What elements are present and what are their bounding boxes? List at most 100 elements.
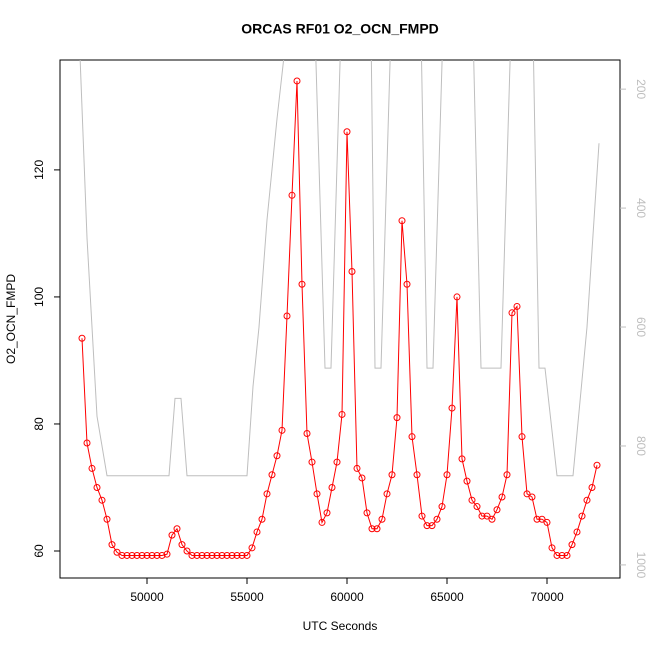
data-point [98,496,106,504]
data-point [198,551,206,559]
data-point [388,471,396,479]
data-point [563,551,571,559]
data-point [138,551,146,559]
y-tick-label: 80 [32,417,46,431]
data-point [168,531,176,539]
data-point [493,506,501,514]
data-point [543,518,551,526]
data-point [458,455,466,463]
data-point [378,515,386,523]
data-point [258,515,266,523]
data-point [148,551,156,559]
data-point [343,128,351,136]
data-point [188,551,196,559]
data-point [143,551,151,559]
data-point [338,410,346,418]
data-point [283,312,291,320]
data-point [408,433,416,441]
data-point [83,439,91,447]
data-point [158,551,166,559]
data-point [248,544,256,552]
data-point [508,309,516,317]
data-point [483,512,491,520]
data-point [123,551,131,559]
data-point [593,461,601,469]
y2-tick-label: 200 [634,79,648,99]
data-point [203,551,211,559]
data-point [103,515,111,523]
data-point [178,541,186,549]
data-point [108,541,116,549]
x-tick-label: 50000 [130,590,164,604]
data-point [288,191,296,199]
data-point [488,515,496,523]
data-point [318,518,326,526]
data-point [518,433,526,441]
data-point [358,474,366,482]
data-point [503,471,511,479]
chart-title: ORCAS RF01 O2_OCN_FMPD [241,21,439,37]
data-point [553,551,561,559]
data-point [433,515,441,523]
y-tick-label: 120 [32,160,46,180]
data-point [558,551,566,559]
data-point [118,551,126,559]
data-point [173,525,181,533]
data-point [463,477,471,485]
series-line [81,80,598,556]
data-point [293,77,301,85]
data-point [278,426,286,434]
data-point [218,551,226,559]
data-point [333,458,341,466]
data-point [313,490,321,498]
data-point [213,551,221,559]
data-point [363,509,371,517]
y-tick-label: 100 [32,287,46,307]
data-point [448,404,456,412]
data-point [78,334,86,342]
data-point [428,522,436,530]
data-point [223,551,231,559]
data-point [133,551,141,559]
data-point [88,464,96,472]
data-point [253,528,261,536]
data-point [268,471,276,479]
data-point [393,414,401,422]
data-point [233,551,241,559]
data-point [473,503,481,511]
x-tick-label: 60000 [330,590,364,604]
data-point [398,217,406,225]
data-point [383,490,391,498]
data-point [578,512,586,520]
y2-tick-label: 1000 [634,552,648,579]
data-point [153,551,161,559]
data-point [353,464,361,472]
data-point [513,302,521,310]
data-point [478,512,486,520]
data-point [583,496,591,504]
y-tick-label: 60 [32,544,46,558]
data-point [303,429,311,437]
y2-tick-label: 600 [634,317,648,337]
data-point [298,280,306,288]
data-point [128,551,136,559]
data-point [533,515,541,523]
data-point [208,551,216,559]
data-point [273,452,281,460]
data-point [523,490,531,498]
data-point [163,550,171,558]
data-point [528,493,536,501]
data-point [573,528,581,536]
data-point [368,525,376,533]
data-point [308,458,316,466]
data-point [498,493,506,501]
data-point [238,551,246,559]
data-point [348,268,356,276]
data-point [228,551,236,559]
data-point [323,509,331,517]
data-point [243,551,251,559]
data-point [93,483,101,491]
x-tick-label: 70000 [530,590,564,604]
